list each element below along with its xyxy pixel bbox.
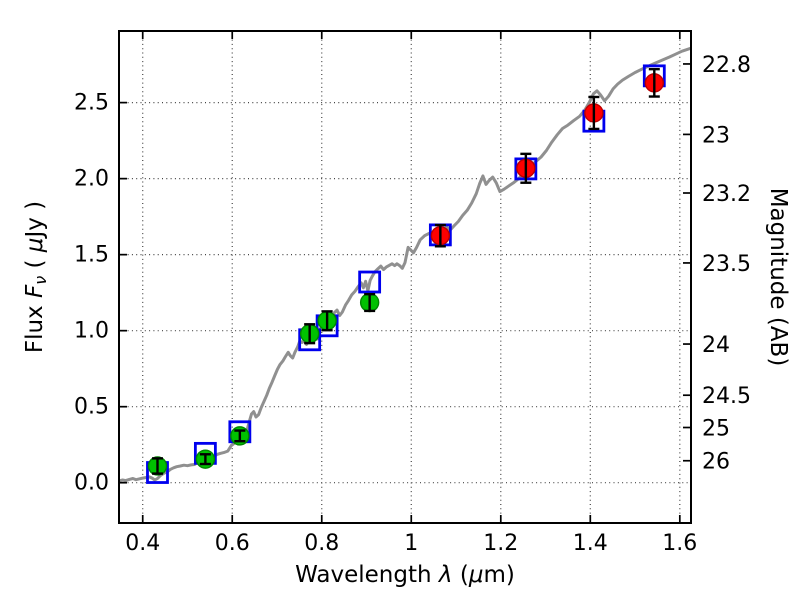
observed-optical-errorbar [151, 457, 163, 475]
mag-tick-label: 24 [702, 333, 730, 358]
tick-marks [119, 31, 691, 523]
observed-optical [147, 292, 380, 476]
axes-spines [118, 30, 692, 524]
model-photometry-square [358, 270, 382, 294]
observed-nir-errorbar [434, 223, 446, 248]
x-tick-label: 1 [404, 531, 418, 556]
y-tick-label: 2.0 [74, 167, 109, 192]
observed-optical-errorbar [234, 429, 246, 443]
y-tick-label: 1.5 [74, 243, 109, 268]
observed-nir [430, 67, 664, 248]
y-axis-label-right: Magnitude (AB) [765, 188, 791, 367]
observed-optical-errorbar [321, 310, 333, 332]
mag-tick-label: 24.5 [702, 384, 751, 409]
mag-tick-label: 26 [702, 450, 730, 475]
y-tick-label: 1.0 [74, 319, 109, 344]
y-tick-label: 0.0 [74, 471, 109, 496]
observed-nir-errorbar [588, 95, 600, 131]
x-tick-label: 1.4 [573, 531, 608, 556]
x-tick-label: 0.4 [125, 531, 160, 556]
observed-nir-errorbar [520, 152, 532, 184]
y-tick-label: 2.5 [74, 91, 109, 116]
x-tick-label: 1.2 [483, 531, 518, 556]
observed-optical-errorbar [304, 323, 316, 345]
y-tick-label: 0.5 [74, 395, 109, 420]
tick-labels: 0.4 0.6 0.8 1 1.2 1.4 1.6 0.0 0.5 1.0 1.5 2.0 2.5 22.… [74, 53, 751, 556]
mag-tick-label: 23.2 [702, 182, 751, 207]
model-photometry-markers [146, 64, 666, 484]
x-tick-label: 1.6 [662, 531, 697, 556]
x-tick-label: 0.8 [304, 531, 339, 556]
x-axis-label: Wavelength λ (μm) [295, 562, 515, 588]
mag-tick-label: 25 [702, 417, 730, 442]
y-axis-label-left: Flux Fν ( μJy ) [22, 201, 50, 353]
mag-tick-label: 22.8 [702, 53, 751, 78]
grid [119, 31, 691, 523]
observed-optical-errorbar [199, 453, 211, 466]
observed-nir-errorbar [648, 67, 660, 98]
mag-tick-label: 23.5 [702, 252, 751, 277]
x-tick-label: 0.6 [215, 531, 250, 556]
observed-optical-errorbar [364, 292, 376, 313]
mag-tick-label: 23 [702, 123, 730, 148]
